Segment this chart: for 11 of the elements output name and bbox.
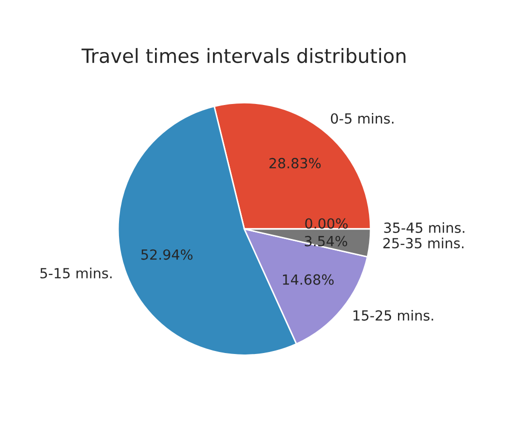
category-label: 35-45 mins.	[384, 222, 464, 233]
chart-title: Travel times intervals distribution	[82, 48, 406, 64]
slice-label: 25-35 mins.	[383, 238, 464, 248]
data-label: 14.68%	[282, 274, 334, 285]
slice-label: 0-5 mins.	[330, 112, 394, 124]
text: 0.00%	[305, 218, 348, 229]
slice-label: 15-25 mins.	[353, 310, 434, 321]
data-label: 52.94%	[141, 249, 192, 260]
slice-label: 5-15 mins.	[40, 268, 112, 278]
data-label: 28.83%	[269, 158, 321, 168]
data-label: 3.54%	[304, 236, 348, 246]
